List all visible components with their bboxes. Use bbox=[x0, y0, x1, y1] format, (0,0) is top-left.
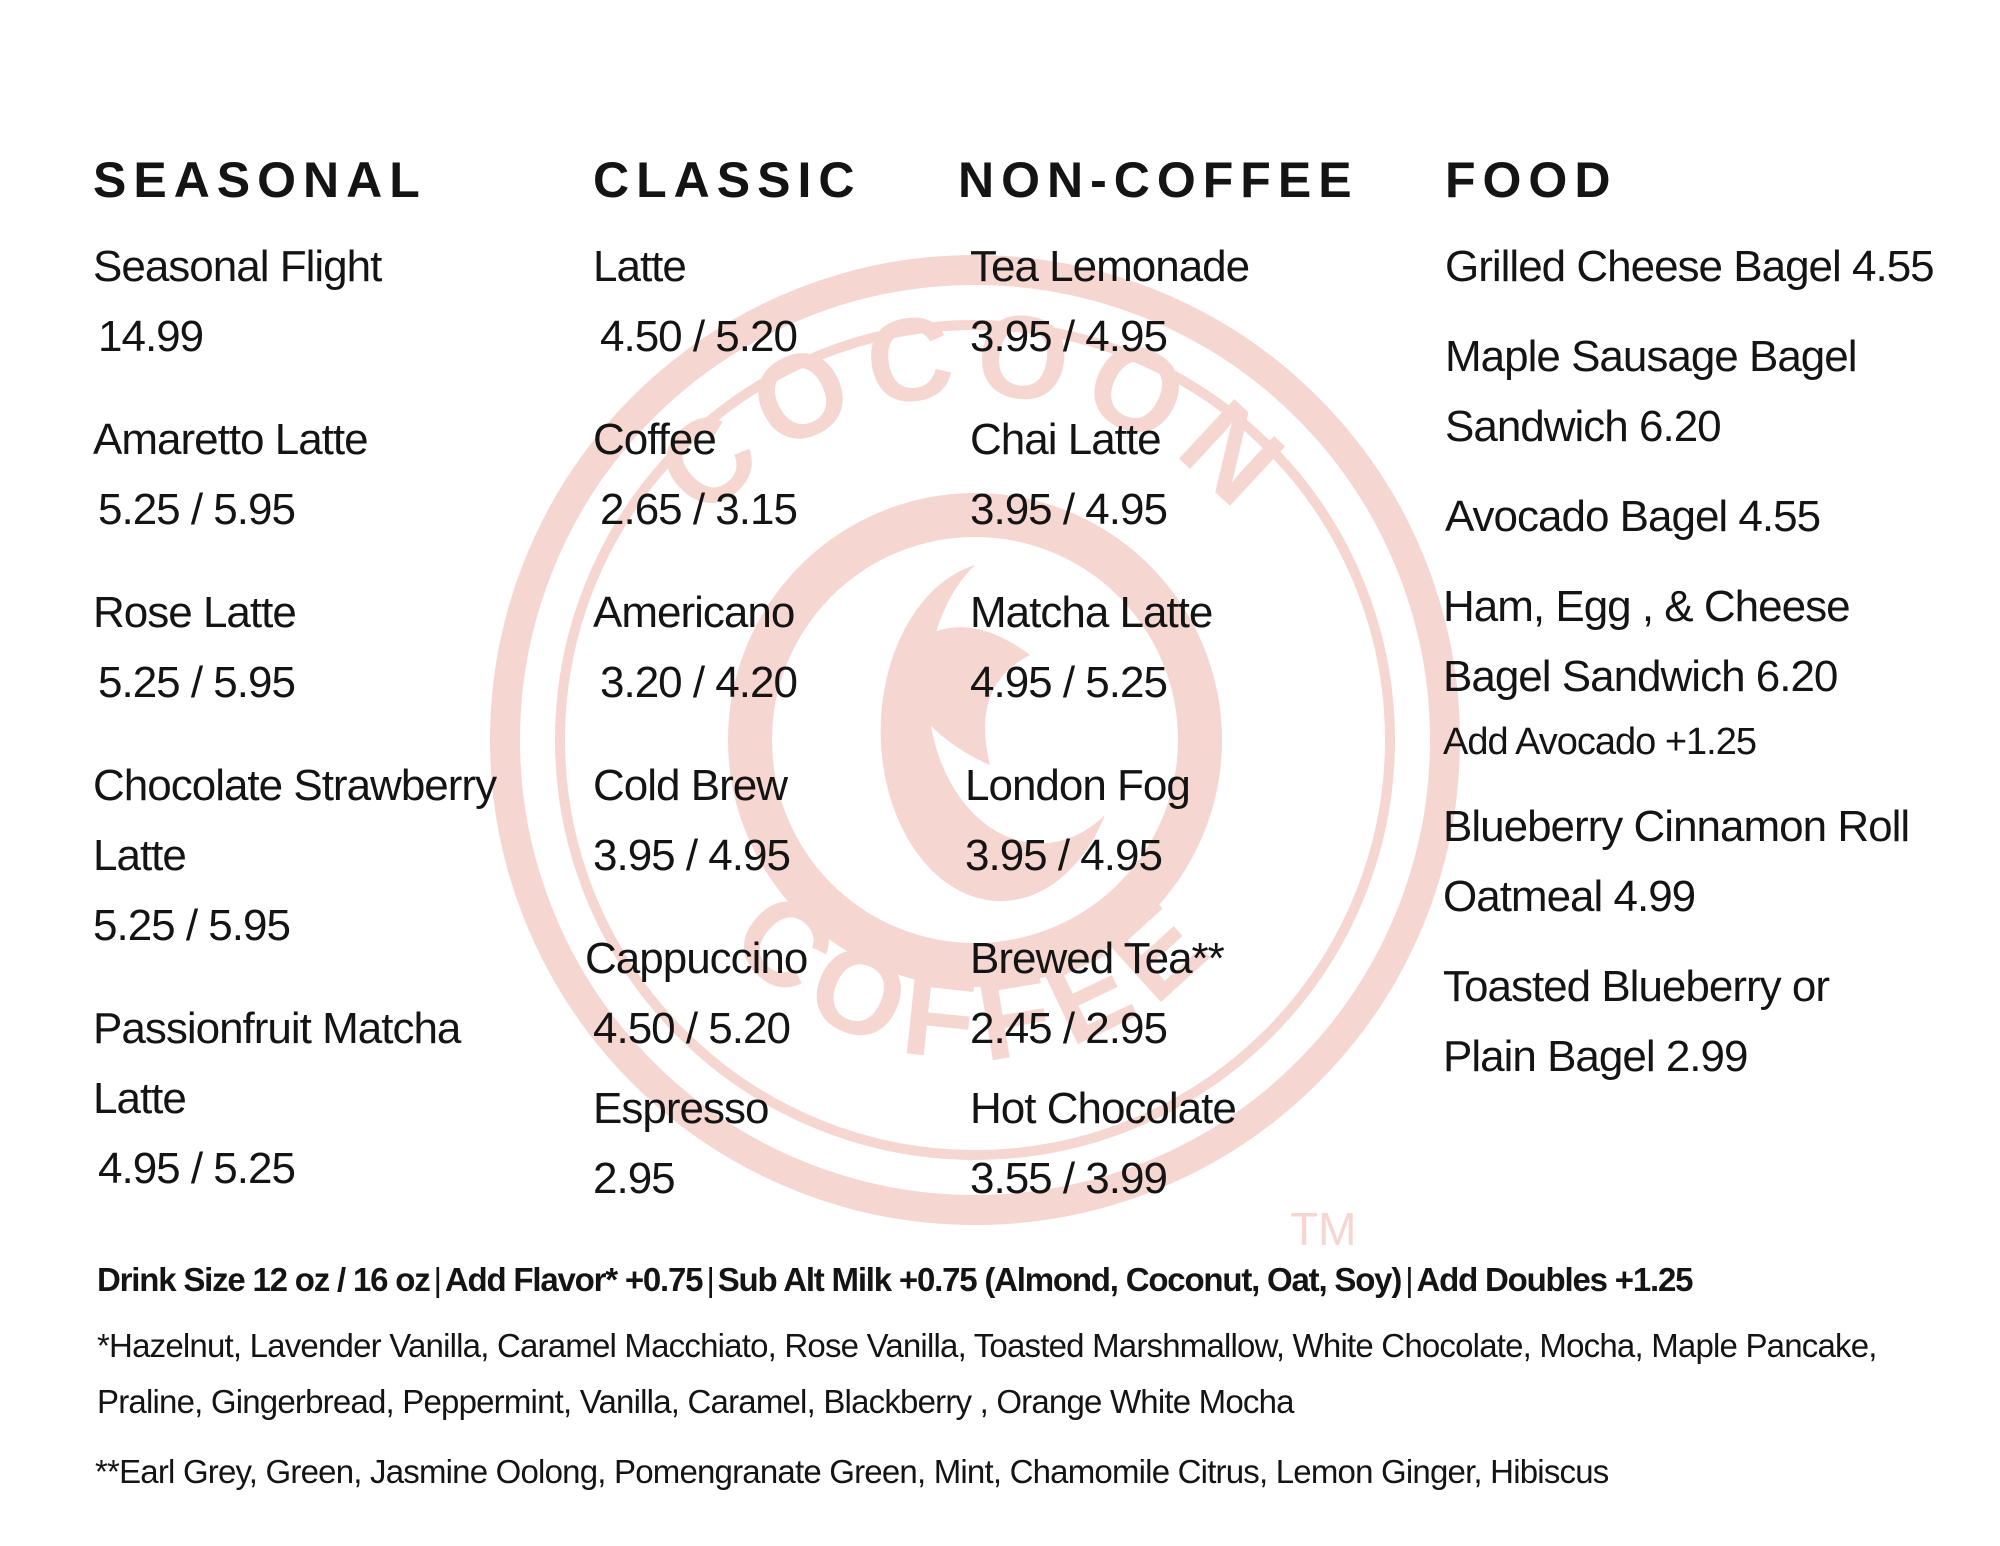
item-name: Tea Lemonade bbox=[970, 242, 1250, 291]
noncoffee-heading: NON-COFFEE bbox=[958, 152, 1359, 208]
menu-item: Matcha Latte 4.95 / 5.25 bbox=[970, 578, 1410, 718]
item-addon: Add Avocado +1.25 bbox=[1443, 721, 1757, 763]
item-name: Latte bbox=[593, 242, 687, 291]
food-column: FOOD Grilled Cheese Bagel 4.55 Maple Sau… bbox=[1443, 150, 1983, 1112]
item-name: Americano bbox=[593, 588, 795, 637]
item-name: Chocolate Strawberry Latte bbox=[93, 761, 497, 880]
svg-text:TM: TM bbox=[1290, 1203, 1356, 1245]
item-name: Toasted Blueberry or Plain Bagel 2.99 bbox=[1443, 962, 1830, 1081]
item-name: Amaretto Latte bbox=[93, 415, 369, 464]
item-name: Blueberry Cinnamon Roll Oatmeal 4.99 bbox=[1443, 802, 1910, 921]
flavor-footnote: *Hazelnut, Lavender Vanilla, Caramel Mac… bbox=[97, 1327, 1877, 1420]
item-price: 3.20 / 4.20 bbox=[600, 658, 798, 707]
add-flavor: Add Flavor* +0.75 bbox=[444, 1261, 704, 1298]
menu-item: Rose Latte 5.25 / 5.95 bbox=[93, 578, 573, 718]
item-price: 2.45 / 2.95 bbox=[970, 1004, 1168, 1053]
menu-item: Cold Brew 3.95 / 4.95 bbox=[593, 751, 953, 891]
food-heading: FOOD bbox=[1445, 152, 1618, 208]
menu-item: Chai Latte 3.95 / 4.95 bbox=[970, 405, 1410, 545]
item-name: Cold Brew bbox=[593, 761, 788, 810]
item-name: Passionfruit Matcha Latte bbox=[93, 1004, 461, 1123]
item-name: Grilled Cheese Bagel 4.55 bbox=[1445, 242, 1935, 291]
item-name: Rose Latte bbox=[93, 588, 297, 637]
menu-item: Toasted Blueberry or Plain Bagel 2.99 bbox=[1443, 952, 1903, 1092]
item-name: Avocado Bagel 4.55 bbox=[1445, 492, 1821, 541]
item-price: 2.65 / 3.15 bbox=[600, 485, 798, 534]
menu-item: Americano 3.20 / 4.20 bbox=[593, 578, 953, 718]
menu-item: Ham, Egg , & Cheese Bagel Sandwich 6.20 bbox=[1443, 572, 1873, 712]
menu-item: Blueberry Cinnamon Roll Oatmeal 4.99 bbox=[1443, 792, 1943, 932]
menu-item: Avocado Bagel 4.55 bbox=[1445, 482, 1983, 552]
item-name: Maple Sausage Bagel Sandwich 6.20 bbox=[1445, 332, 1858, 451]
item-price: 4.95 / 5.25 bbox=[970, 658, 1168, 707]
item-name: Hot Chocolate bbox=[970, 1084, 1237, 1133]
item-price: 4.95 / 5.25 bbox=[98, 1144, 296, 1193]
menu-item: Add Avocado +1.25 bbox=[1443, 712, 1983, 772]
item-price: 4.50 / 5.20 bbox=[593, 1004, 791, 1053]
add-doubles: Add Doubles +1.25 bbox=[1416, 1261, 1693, 1298]
item-price: 5.25 / 5.95 bbox=[93, 901, 291, 950]
menu-item: Seasonal Flight 14.99 bbox=[93, 232, 573, 372]
item-name: Coffee bbox=[593, 415, 717, 464]
menu-item: Chocolate Strawberry Latte 5.25 / 5.95 bbox=[93, 751, 553, 961]
item-name: Chai Latte bbox=[970, 415, 1162, 464]
item-name: Matcha Latte bbox=[970, 588, 1213, 637]
item-price: 5.25 / 5.95 bbox=[98, 658, 296, 707]
item-price: 3.95 / 4.95 bbox=[593, 831, 791, 880]
item-name: Cappuccino bbox=[585, 934, 808, 983]
menu-item: Coffee 2.65 / 3.15 bbox=[593, 405, 953, 545]
item-price: 14.99 bbox=[98, 312, 204, 361]
alt-milk: Sub Alt Milk +0.75 (Almond, Coconut, Oat… bbox=[717, 1261, 1403, 1298]
classic-heading: CLASSIC bbox=[593, 152, 862, 208]
item-price: 4.50 / 5.20 bbox=[600, 312, 798, 361]
item-name: Ham, Egg , & Cheese Bagel Sandwich 6.20 bbox=[1443, 582, 1851, 701]
item-price: 3.55 / 3.99 bbox=[970, 1154, 1168, 1203]
menu-item: Espresso 2.95 bbox=[593, 1074, 953, 1214]
item-price: 5.25 / 5.95 bbox=[98, 485, 296, 534]
menu-item: London Fog 3.95 / 4.95 bbox=[965, 751, 1410, 891]
menu-item: Amaretto Latte 5.25 / 5.95 bbox=[93, 405, 573, 545]
seasonal-column: SEASONAL Seasonal Flight 14.99 Amaretto … bbox=[93, 150, 573, 1237]
noncoffee-column: NON-COFFEE Tea Lemonade 3.95 / 4.95 Chai… bbox=[958, 150, 1410, 1247]
menu-item: Cappuccino 4.50 / 5.20 bbox=[585, 924, 953, 1064]
drink-size: Drink Size 12 oz / 16 oz bbox=[97, 1261, 431, 1298]
item-price: 3.95 / 4.95 bbox=[965, 831, 1163, 880]
item-price: 2.95 bbox=[593, 1154, 676, 1203]
menu-item: Passionfruit Matcha Latte 4.95 / 5.25 bbox=[93, 994, 513, 1204]
menu-footer: Drink Size 12 oz / 16 oz | Add Flavor* +0.… bbox=[95, 1252, 1977, 1500]
drink-options: Drink Size 12 oz / 16 oz | Add Flavor* +0.… bbox=[97, 1261, 1693, 1298]
item-name: Seasonal Flight bbox=[93, 242, 382, 291]
menu-item: Latte 4.50 / 5.20 bbox=[593, 232, 953, 372]
seasonal-heading: SEASONAL bbox=[93, 152, 427, 208]
menu-item: Maple Sausage Bagel Sandwich 6.20 bbox=[1445, 322, 1895, 462]
menu-item: Grilled Cheese Bagel 4.55 bbox=[1445, 232, 1983, 302]
item-price: 3.95 / 4.95 bbox=[970, 485, 1168, 534]
menu-item: Brewed Tea** 2.45 / 2.95 bbox=[970, 924, 1410, 1064]
cocoon-coffee-logo-watermark: COCOON COFFEE TM bbox=[490, 255, 1460, 1245]
tea-footnote: **Earl Grey, Green, Jasmine Oolong, Pome… bbox=[95, 1453, 1609, 1490]
menu-item: Tea Lemonade 3.95 / 4.95 bbox=[970, 232, 1410, 372]
item-name: Brewed Tea** bbox=[970, 934, 1225, 983]
item-price: 3.95 / 4.95 bbox=[970, 312, 1168, 361]
item-name: London Fog bbox=[965, 761, 1191, 810]
classic-column: CLASSIC Latte 4.50 / 5.20 Coffee 2.65 / … bbox=[585, 150, 953, 1247]
item-name: Espresso bbox=[593, 1084, 769, 1133]
menu-item: Hot Chocolate 3.55 / 3.99 bbox=[970, 1074, 1410, 1214]
